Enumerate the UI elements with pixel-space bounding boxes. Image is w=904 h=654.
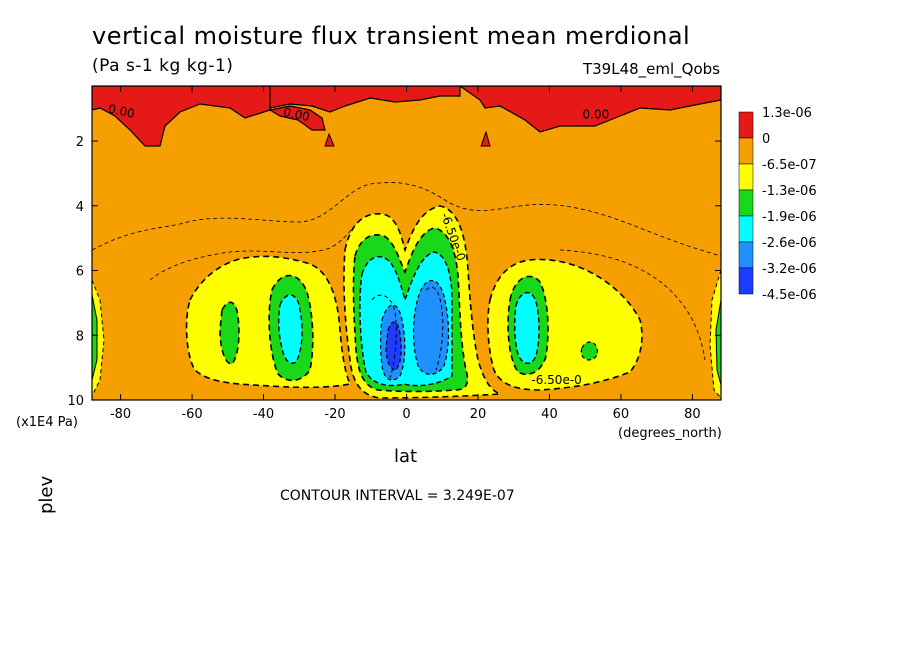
tropical-contour-b: [425, 286, 444, 371]
edge-band-left-green: [92, 294, 98, 381]
colorbar-label: -3.2e-06: [762, 262, 817, 277]
contour-label: 0.00: [107, 102, 136, 121]
colorbar-swatch: [738, 241, 754, 269]
positive-region-tongue: [269, 86, 461, 113]
positive-spike-right: [480, 130, 491, 147]
sh-green-blob-1: [219, 301, 240, 365]
x-axis-label: lat: [394, 446, 418, 467]
x-tick-label: -80: [110, 407, 131, 422]
colorbar-swatch: [738, 189, 754, 217]
chart-units: (Pa s-1 kg kg-1): [92, 56, 234, 76]
sh-cyan-blob: [277, 294, 303, 364]
colorbar-swatch: [738, 111, 754, 139]
contour-interval: CONTOUR INTERVAL = 3.249E-07: [280, 488, 515, 504]
colorbar-label: -1.3e-06: [762, 184, 817, 199]
tropical-deep-core: [385, 321, 402, 371]
contour-label: 0.00: [282, 105, 311, 124]
x-tick-label: -60: [181, 407, 202, 422]
nh-small-green: [580, 341, 599, 361]
colorbar-swatch: [738, 137, 754, 165]
x-axis-units: (degrees_north): [618, 426, 722, 441]
colorbar-label: -2.6e-06: [762, 236, 817, 251]
positive-spike-left: [324, 132, 335, 147]
colorbar-swatch: [738, 215, 754, 243]
tropical-blue-core-nh: [412, 279, 450, 375]
y-tick-label: 10: [67, 394, 84, 409]
contour-thin-2: [149, 219, 361, 281]
nh-cyan-blob: [513, 292, 540, 364]
colorbar-label: 0: [762, 132, 770, 147]
colorbar-swatch: [738, 163, 754, 191]
x-tick-label: 0: [402, 407, 410, 422]
colorbar-label: -4.5e-06: [762, 288, 817, 303]
contour-label: 0.00: [583, 107, 610, 121]
contour-label: -6.50e-0: [531, 373, 581, 387]
colorbar-label: -6.5e-07: [762, 158, 817, 173]
x-tick-label: 80: [684, 407, 701, 422]
contour-thin-3: [559, 249, 706, 361]
run-label: T39L48_eml_Qobs: [582, 60, 720, 78]
x-tick-label: -20: [324, 407, 345, 422]
chart-title: vertical moisture flux transient mean me…: [92, 22, 691, 50]
edge-band-right-green: [715, 299, 721, 386]
tropical-contour-a: [371, 294, 397, 379]
x-tick-label: 60: [613, 407, 630, 422]
y-tick-label: 4: [76, 200, 84, 215]
x-tick-label: 20: [470, 407, 487, 422]
colorbar-label: 1.3e-06: [762, 106, 812, 121]
colorbar-label: -1.9e-06: [762, 210, 817, 225]
x-tick-label: -40: [253, 407, 274, 422]
y-tick-label: 2: [76, 135, 84, 150]
y-axis-units: (x1E4 Pa): [16, 415, 78, 430]
positive-region-right: [458, 86, 721, 133]
x-tick-label: 40: [541, 407, 558, 422]
positive-region-left: [92, 86, 271, 147]
positive-region-mid: [268, 105, 326, 131]
y-tick-label: 8: [76, 329, 84, 344]
y-tick-label: 6: [76, 265, 84, 280]
contour-thin-1: [92, 182, 721, 257]
colorbar-swatch: [738, 267, 754, 295]
